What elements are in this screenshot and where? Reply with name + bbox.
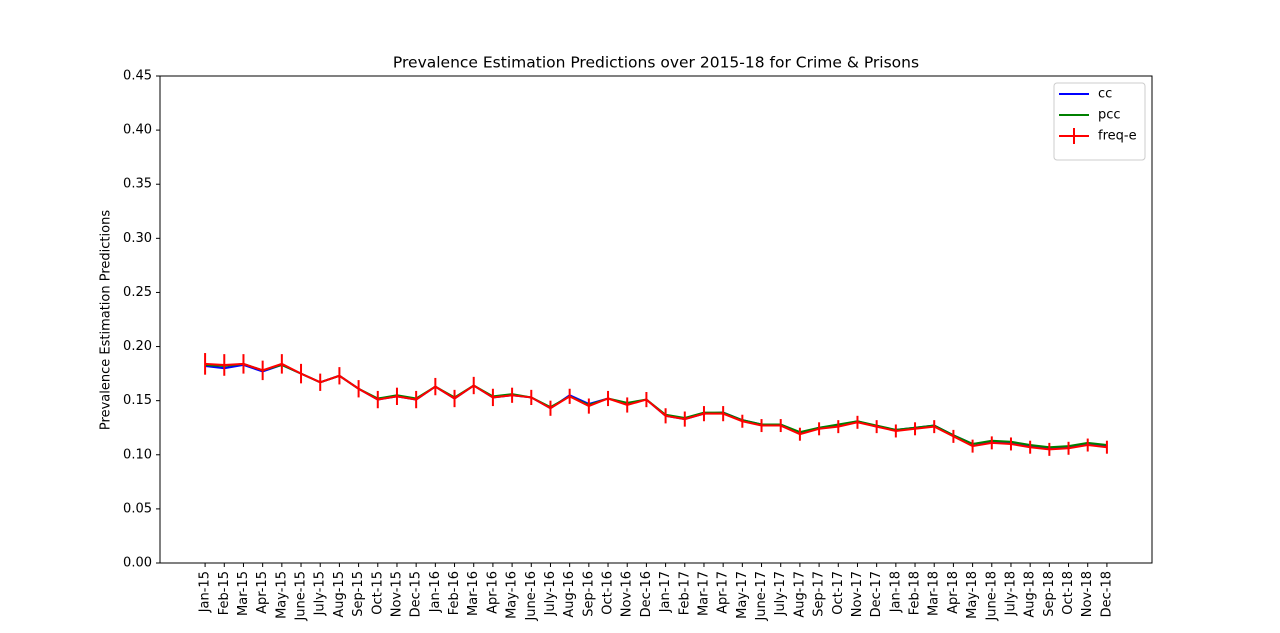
y-tick-label: 0.35 (123, 177, 152, 192)
x-tick-label: June-15 (294, 571, 309, 622)
x-tick-label: Oct-18 (1061, 571, 1076, 615)
x-tick-label: July-15 (313, 571, 328, 616)
x-tick-label: Sep-16 (581, 571, 596, 617)
x-tick-label: Aug-17 (792, 571, 807, 618)
x-tick-label: Jan-17 (658, 571, 673, 613)
x-tick-label: Dec-17 (869, 571, 884, 617)
x-tick-label: Aug-18 (1023, 571, 1038, 618)
x-tick-label: Feb-17 (677, 571, 692, 615)
x-tick-label: July-18 (1003, 571, 1018, 616)
chart-title: Prevalence Estimation Predictions over 2… (393, 54, 919, 72)
legend-label: pcc (1098, 108, 1121, 123)
x-tick-label: June-18 (984, 571, 999, 622)
legend-label: cc (1098, 87, 1112, 102)
x-tick-label: Apr-16 (485, 571, 500, 614)
x-tick-label: Jan-15 (198, 571, 213, 613)
x-tick-label: Feb-15 (217, 571, 232, 615)
x-tick-label: Nov-16 (620, 571, 635, 617)
y-tick-label: 0.20 (123, 339, 152, 354)
x-tick-label: Oct-17 (831, 571, 846, 615)
plot-area (159, 75, 1153, 564)
x-tick-label: May-17 (735, 571, 750, 619)
x-tick-label: Jan-16 (428, 571, 443, 613)
x-tick-label: Mar-15 (236, 571, 251, 616)
legend-box (1053, 82, 1146, 161)
x-tick-label: Sep-15 (351, 571, 366, 617)
x-tick-label: June-17 (754, 571, 769, 622)
x-tick-label: Dec-16 (639, 571, 654, 617)
x-tick-label: May-16 (505, 571, 520, 619)
x-tick-label: Sep-18 (1042, 571, 1057, 617)
x-tick-label: Nov-15 (389, 571, 404, 617)
legend-label: freq-e (1098, 129, 1137, 144)
x-tick-label: July-16 (543, 571, 558, 616)
x-tick-label: Feb-18 (908, 571, 923, 615)
y-tick-label: 0.05 (123, 501, 152, 516)
x-tick-label: June-16 (524, 571, 539, 622)
x-tick-label: Dec-15 (409, 571, 424, 617)
x-tick-label: Apr-18 (946, 571, 961, 614)
y-tick-label: 0.30 (123, 231, 152, 246)
x-tick-label: Oct-15 (370, 571, 385, 615)
x-tick-label: Apr-17 (716, 571, 731, 614)
y-axis-label: Prevalence Estimation Predictions (99, 210, 114, 430)
x-tick-label: May-18 (965, 571, 980, 619)
y-tick-label: 0.10 (123, 447, 152, 462)
x-tick-label: Oct-16 (601, 571, 616, 615)
x-tick-label: Mar-16 (466, 571, 481, 616)
series-line (205, 362, 1108, 451)
x-tick-label: Sep-17 (812, 571, 827, 617)
x-tick-label: Mar-17 (696, 571, 711, 616)
x-tick-label: Feb-16 (447, 571, 462, 615)
x-tick-label: Nov-18 (1080, 571, 1095, 617)
x-tick-label: Dec-18 (1099, 571, 1114, 617)
y-tick-label: 0.25 (123, 285, 152, 300)
x-tick-label: May-15 (274, 571, 289, 619)
y-tick-label: 0.15 (123, 393, 152, 408)
y-tick-label: 0.45 (123, 69, 152, 84)
x-tick-label: Mar-18 (927, 571, 942, 616)
y-tick-label: 0.00 (123, 556, 152, 571)
x-tick-label: July-17 (773, 571, 788, 616)
x-tick-label: Nov-17 (850, 571, 865, 617)
x-tick-label: Aug-16 (562, 571, 577, 618)
x-tick-label: Apr-15 (255, 571, 270, 614)
y-tick-label: 0.40 (123, 123, 152, 138)
x-tick-label: Jan-18 (888, 571, 903, 613)
x-tick-label: Aug-15 (332, 571, 347, 618)
